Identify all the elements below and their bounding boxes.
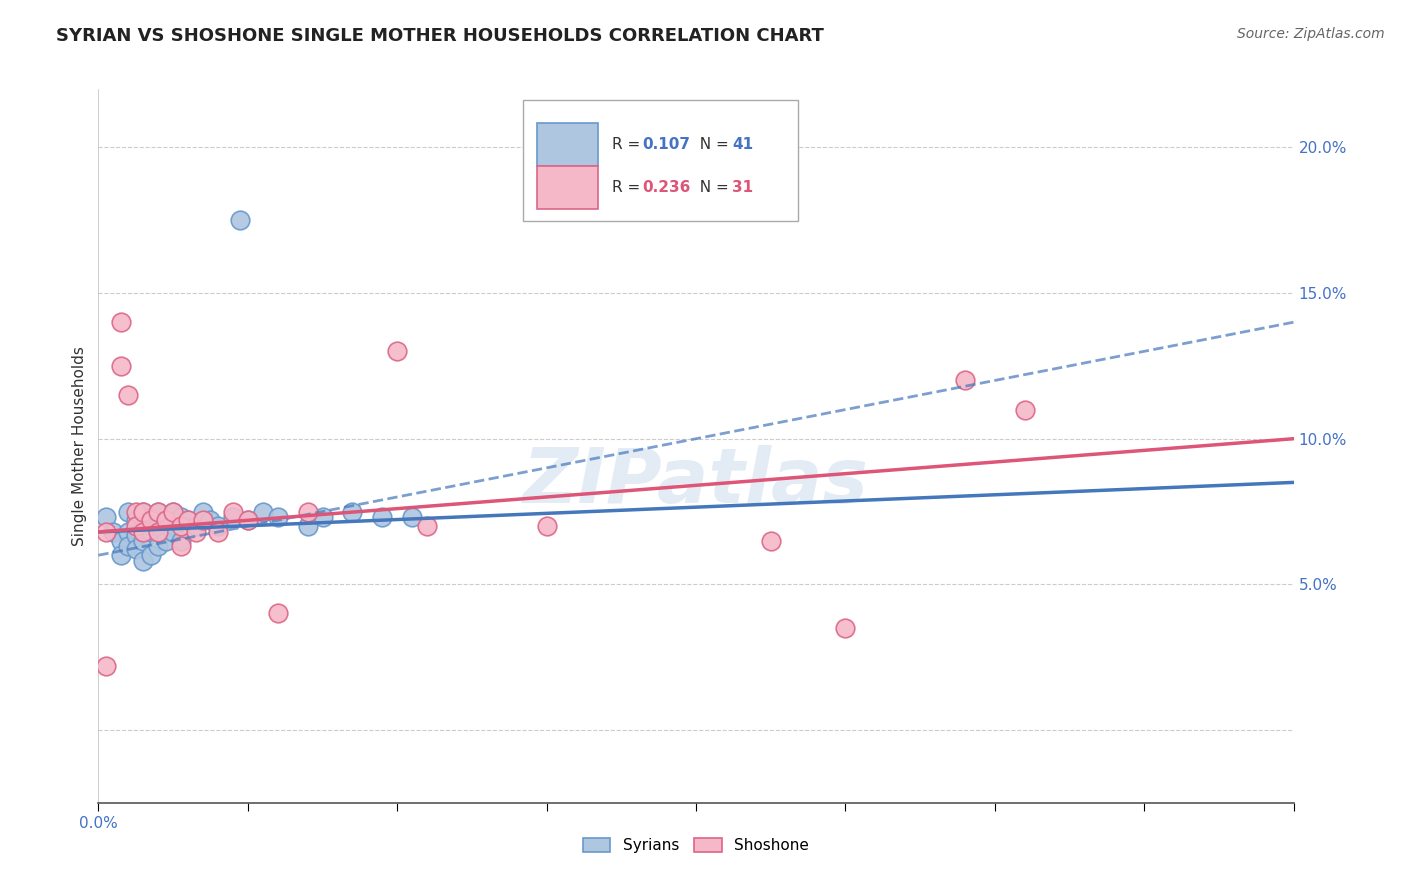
Point [371,510,394,524]
Text: 0.236: 0.236 [643,180,690,194]
Point [297,519,319,533]
Point [169,519,191,533]
Text: R =: R = [613,180,645,194]
Point [148,540,170,554]
Text: N =: N = [690,137,734,152]
Point [834,621,856,635]
Point [103,524,125,539]
Point [148,524,170,539]
Point [169,533,191,548]
Point [94,659,117,673]
FancyBboxPatch shape [523,100,797,221]
Point [155,513,177,527]
Point [229,213,252,227]
Point [207,519,229,533]
Point [139,510,162,524]
Point [125,513,148,527]
Point [177,513,200,527]
Point [125,504,148,518]
Point [267,510,290,524]
Text: 31: 31 [733,180,754,194]
Text: N =: N = [690,180,734,194]
Point [184,519,207,533]
Text: R =: R = [613,137,645,152]
Point [953,374,976,388]
Point [148,504,170,518]
Point [110,533,132,548]
Point [169,540,191,554]
Point [132,504,155,518]
Text: SYRIAN VS SHOSHONE SINGLE MOTHER HOUSEHOLDS CORRELATION CHART: SYRIAN VS SHOSHONE SINGLE MOTHER HOUSEHO… [56,27,824,45]
Point [236,513,259,527]
Point [148,504,170,518]
Point [110,315,132,329]
Point [139,548,162,562]
Text: 0.107: 0.107 [643,137,690,152]
Point [169,510,191,524]
Point [311,510,333,524]
Point [252,504,274,518]
Point [139,513,162,527]
Point [132,533,155,548]
Point [401,510,423,524]
Point [132,524,155,539]
FancyBboxPatch shape [537,123,598,166]
Point [110,359,132,373]
Point [184,524,207,539]
Point [297,504,319,518]
Point [148,519,170,533]
Point [132,554,155,568]
Point [117,504,139,518]
Point [155,513,177,527]
Point [200,513,222,527]
Point [155,533,177,548]
Point [125,528,148,542]
Legend: Syrians, Shoshone: Syrians, Shoshone [576,832,815,859]
Point [416,519,439,533]
Point [267,607,290,621]
Point [94,510,117,524]
Point [162,504,184,518]
Point [385,344,409,359]
Text: ZIPatlas: ZIPatlas [523,445,869,518]
Point [236,513,259,527]
Y-axis label: Single Mother Households: Single Mother Households [72,346,87,546]
Point [207,524,229,539]
Point [132,519,155,533]
Point [536,519,558,533]
Point [177,513,200,527]
Point [110,548,132,562]
FancyBboxPatch shape [537,166,598,209]
Point [342,504,364,518]
Point [222,504,245,518]
Point [162,524,184,539]
Text: 41: 41 [733,137,754,152]
Point [139,524,162,539]
Point [125,519,148,533]
Point [125,542,148,557]
Point [94,524,117,539]
Point [117,524,139,539]
Point [191,504,214,518]
Point [162,504,184,518]
Point [132,504,155,518]
Point [117,388,139,402]
Point [759,533,782,548]
Point [117,540,139,554]
Text: Source: ZipAtlas.com: Source: ZipAtlas.com [1237,27,1385,41]
Point [191,513,214,527]
Point [222,510,245,524]
Point [1014,402,1036,417]
